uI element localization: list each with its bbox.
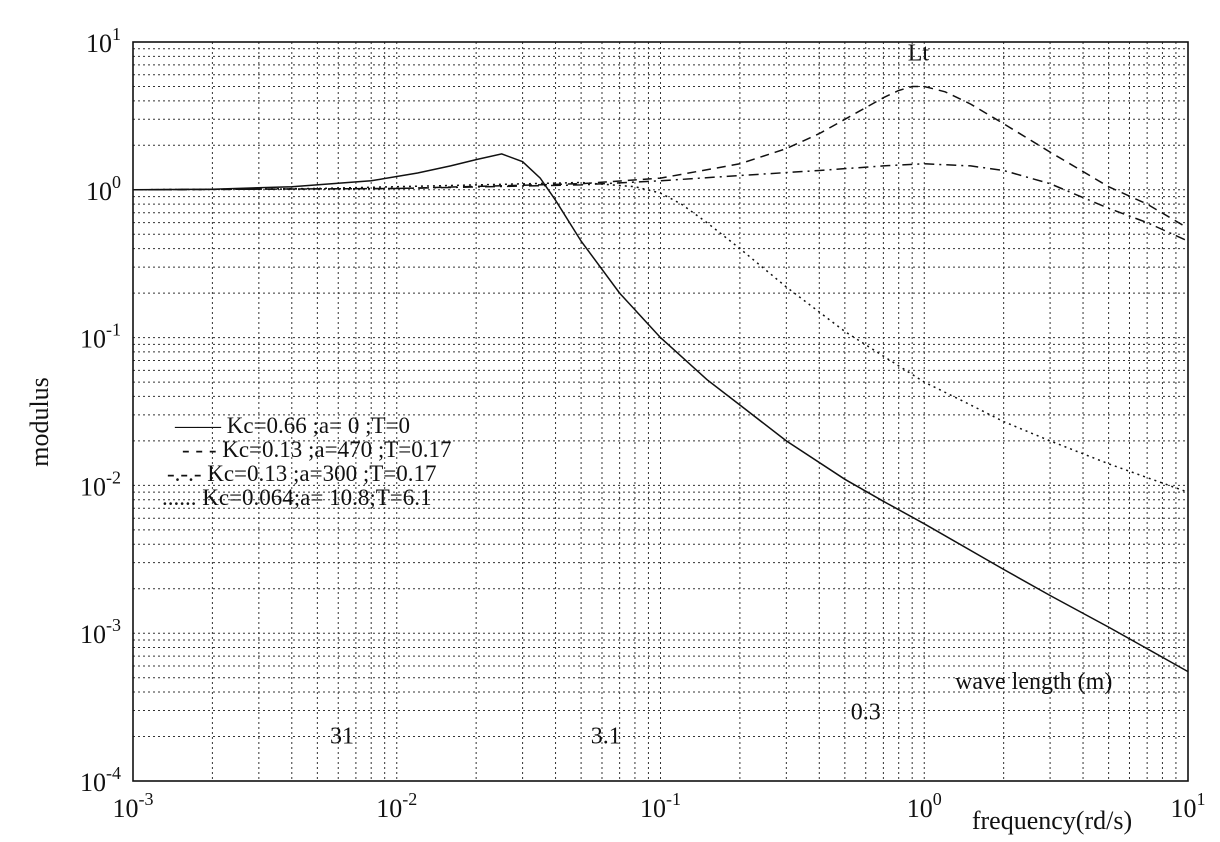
x-tick-label: 100 [907, 789, 942, 823]
legend-marker: ...... [162, 485, 202, 510]
x-tick-label: 10-2 [376, 789, 417, 823]
y-tick-label: 10-2 [80, 467, 121, 501]
legend-entry-4: ...... Kc=0.064;a= 10.8;T=6.1 [162, 485, 432, 510]
legend-entry-2: - - - Kc=0.13 ;a=470 ;T=0.17 [182, 437, 452, 462]
legend-entry-1: —— Kc=0.66 ;a= 0 ;T=0 [174, 413, 410, 438]
y-axis-label: modulus [25, 377, 54, 467]
legend: —— Kc=0.66 ;a= 0 ;T=0- - - Kc=0.13 ;a=47… [162, 413, 452, 510]
y-tick-label: 10-1 [80, 320, 121, 354]
series-line-2 [132, 85, 1189, 229]
series-line-4 [132, 181, 1189, 493]
legend-marker: - - - [182, 437, 222, 462]
legend-label: Kc=0.66 ;a= 0 ;T=0 [227, 413, 410, 438]
wavelength-axis-title: wave length (m) [955, 669, 1112, 695]
y-tick-label: 100 [86, 172, 121, 206]
wavelength-mark: 0.3 [851, 700, 881, 726]
wavelength-marks: 31 3.1 0.3 [330, 700, 881, 750]
series-line-3 [132, 163, 1189, 242]
legend-label: Kc=0.064;a= 10.8;T=6.1 [202, 485, 431, 510]
y-tick-label: 101 [86, 24, 121, 58]
legend-entry-3: -.-.- Kc=0.13 ;a=300 ;T=0.17 [167, 461, 437, 486]
legend-label: Kc=0.13 ;a=300 ;T=0.17 [207, 461, 436, 486]
legend-marker: —— [174, 413, 227, 438]
y-tick-label: 10-4 [80, 763, 121, 797]
plot-frame [132, 41, 1189, 782]
x-tick-label: 10-3 [113, 789, 154, 823]
series-layer [132, 85, 1189, 673]
x-tick-label: 101 [1171, 789, 1206, 823]
x-axis-label: frequency(rd/s) [972, 806, 1132, 835]
x-tick-label: 10-1 [640, 789, 681, 823]
wavelength-mark: 3.1 [591, 723, 621, 749]
y-tick-label: 10-3 [80, 615, 121, 649]
series-line-1 [132, 153, 1189, 673]
curve-label-lt: Lt [908, 40, 930, 66]
wavelength-mark: 31 [330, 723, 354, 749]
legend-label: Kc=0.13 ;a=470 ;T=0.17 [222, 437, 451, 462]
legend-marker: -.-.- [167, 461, 207, 486]
